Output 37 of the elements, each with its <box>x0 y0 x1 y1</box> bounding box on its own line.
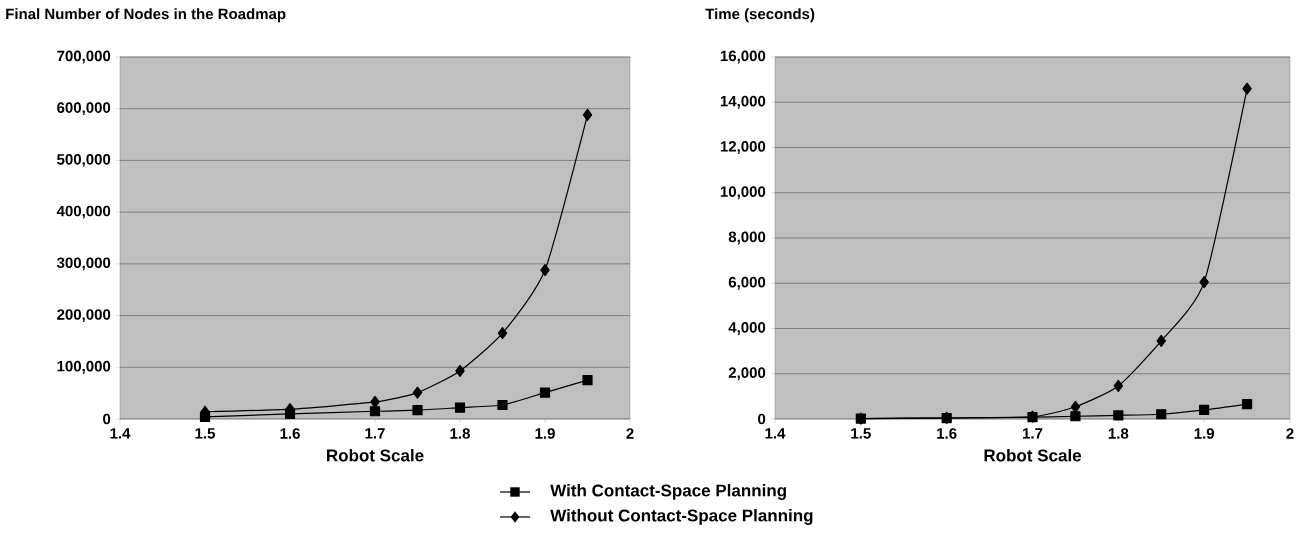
x-tick-label: 2 <box>626 428 634 439</box>
x-tick-label: 1.6 <box>937 428 957 439</box>
x-tick-label: 1.8 <box>1108 428 1129 439</box>
y-tick-label: 2,000 <box>728 367 766 381</box>
y-tick-label: 300,000 <box>56 257 111 271</box>
x-tick-label: 1.7 <box>1023 428 1043 439</box>
y-tick-label: 6,000 <box>728 276 766 290</box>
x-axis-title: Robot Scale <box>984 449 1082 462</box>
y-tick-label: 600,000 <box>57 102 111 116</box>
x-tick-label: 2 <box>1286 428 1294 439</box>
x-tick-label: 1.9 <box>535 428 555 439</box>
x-tick-label: 1.8 <box>450 428 470 439</box>
y-tick-label: 16,000 <box>720 50 766 64</box>
y-tick-label: 200,000 <box>57 309 111 322</box>
chart-title: Final Number of Nodes in the Roadmap <box>6 8 286 23</box>
y-tick-label: 700,000 <box>57 50 111 64</box>
x-tick-label: 1.7 <box>365 428 385 439</box>
x-tick-label: 1.4 <box>110 428 131 439</box>
x-tick-label: 1.5 <box>851 428 871 439</box>
x-axis-title: Robot Scale <box>327 449 424 462</box>
legend-label: With Contact-Space Planning <box>550 484 786 500</box>
y-tick-label: 500,000 <box>57 154 111 167</box>
x-tick-label: 1.6 <box>280 428 300 439</box>
y-tick-label: 10,000 <box>720 186 766 200</box>
chart-title: Time (seconds) <box>705 8 815 23</box>
y-tick-label: 400,000 <box>56 205 111 219</box>
y-tick-label: 14,000 <box>720 95 766 109</box>
y-tick-label: 0 <box>758 413 766 425</box>
y-tick-label: 12,000 <box>720 141 766 154</box>
x-tick-label: 1.4 <box>765 428 786 439</box>
y-tick-label: 0 <box>103 413 111 425</box>
y-tick-label: 100,000 <box>57 360 111 374</box>
y-tick-label: 8,000 <box>728 231 766 245</box>
x-tick-label: 1.5 <box>195 428 216 439</box>
y-tick-label: 4,000 <box>728 322 766 335</box>
x-tick-label: 1.9 <box>1194 428 1215 439</box>
legend-label: Without Contact-Space Planning <box>550 509 813 525</box>
